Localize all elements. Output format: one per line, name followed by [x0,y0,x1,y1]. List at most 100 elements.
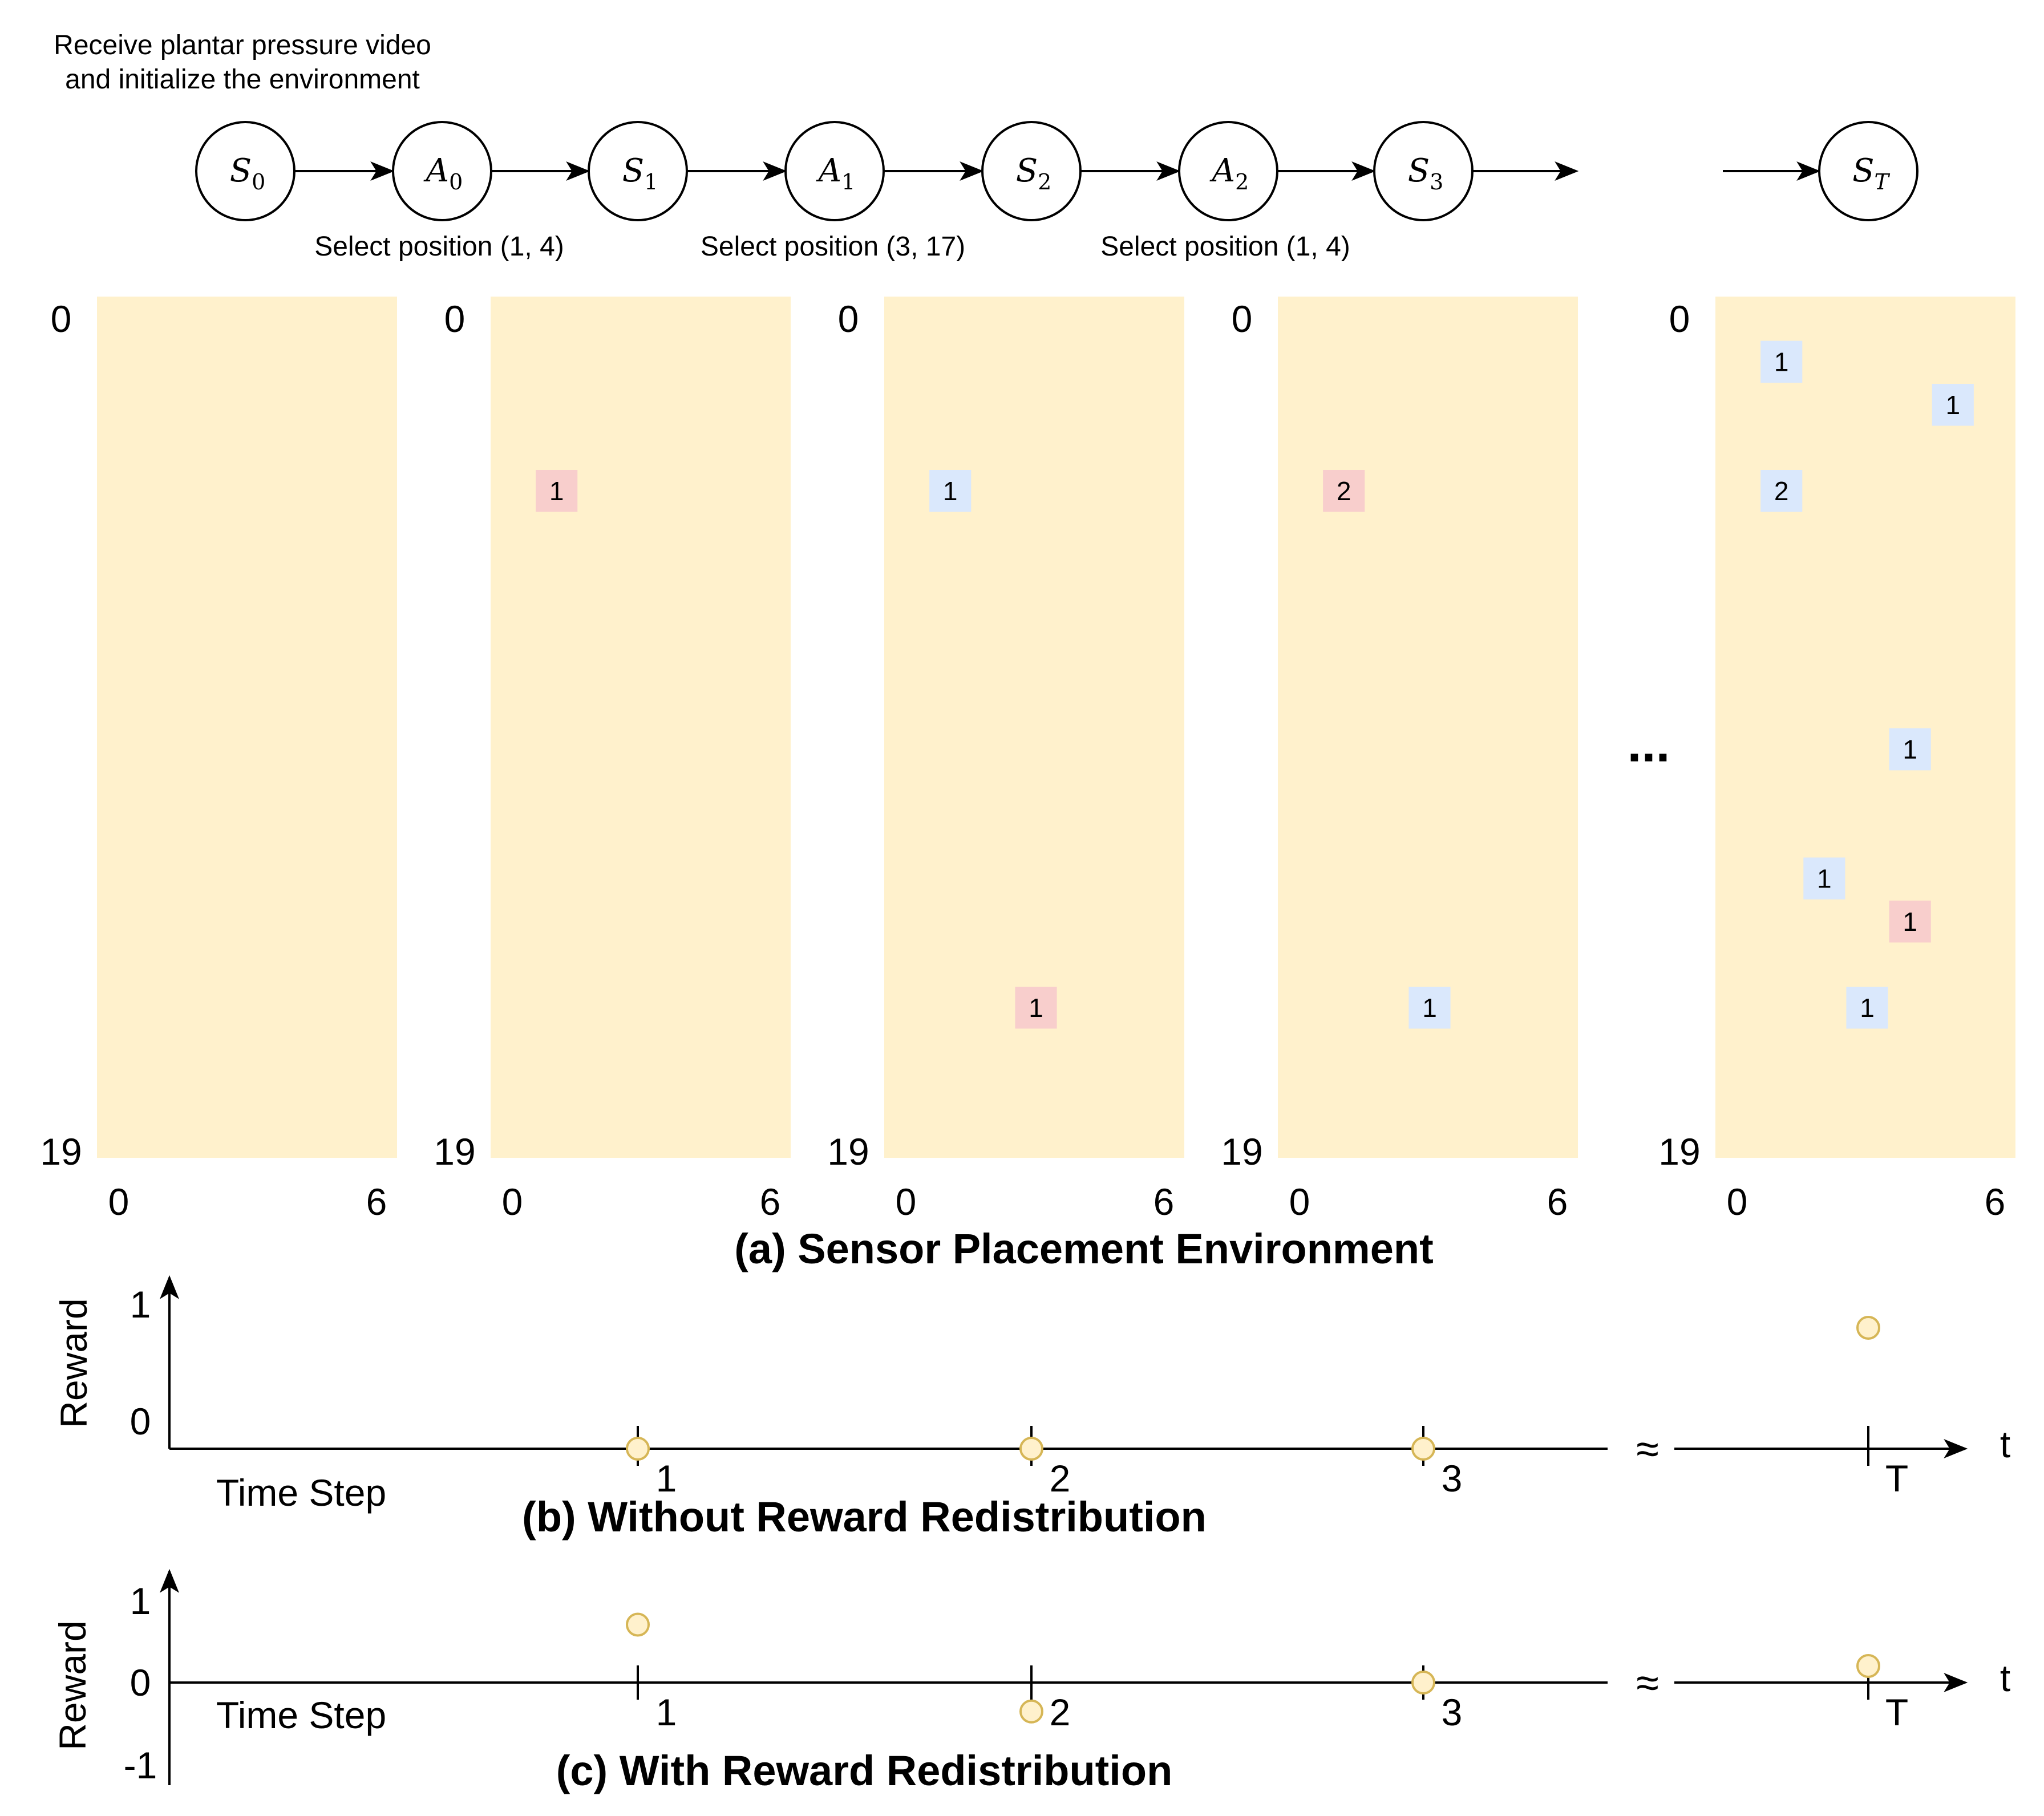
node-label: ST [1852,152,1890,194]
axis-break-b: ≈ [1636,1426,1659,1472]
state-action-sequence: S0 A0 S1 A1 S2 A2 S3 ST Select position (1, 4) … [195,121,1918,262]
sensor-count: 2 [1337,476,1351,506]
sensor-cell [536,470,578,512]
reward-points-c [626,1612,1880,1724]
node-st: ST [1818,121,1918,221]
sensor-marker: 1 [1932,384,1974,426]
sensor-marker: 2 [1323,470,1365,512]
sensor-cell [1803,857,1845,899]
intro-line-1: Receive plantar pressure video [54,30,431,60]
panel-a-title: (a) Sensor Placement Environment [734,1225,1433,1272]
reward-point [626,1612,650,1637]
row-min-label: 0 [444,298,466,340]
grid-s3: 0 19 0 6 2 1 [1221,297,1578,1223]
sensor-marker: 1 [929,470,972,512]
grid-background [491,297,791,1158]
sensor-count: 1 [1774,347,1789,376]
col-max-label: 6 [1153,1181,1175,1223]
node-circle [1373,121,1474,221]
y-tick-1-b: 1 [130,1283,151,1325]
sensor-count: 1 [943,476,958,506]
xlabel-b: Time Step [216,1472,386,1514]
y-tick-neg1-c: -1 [124,1744,157,1786]
sensor-count: 1 [1422,993,1437,1023]
node-circle [1178,121,1278,221]
sensor-cell [1889,901,1931,943]
sensor-cell [1015,987,1057,1029]
sensor-cell [1760,340,1803,383]
sensor-marker: 1 [1408,987,1451,1029]
node-a1: A1 [784,121,885,221]
sensor-count: 1 [1817,864,1832,893]
sensor-cell [1889,728,1931,771]
sensor-marker: 1 [1015,987,1057,1029]
reward-point [1019,1437,1043,1461]
intro-text: Receive plantar pressure video and initi… [54,30,431,95]
sensor-count: 1 [1860,993,1875,1023]
node-circle [588,121,688,221]
x-tick-label: T [1885,1457,1908,1499]
sensor-cell [1408,987,1451,1029]
action-label-a1: Select position (3, 17) [701,232,965,262]
col-max-label: 6 [760,1181,781,1223]
node-circle [981,121,1082,221]
t-label-b: t [2000,1423,2010,1465]
grid-s0: 0 19 0 6 [40,297,397,1223]
row-min-label: 0 [838,298,859,340]
sensor-marker: 1 [1760,340,1803,383]
action-label-a2: Select position (1, 4) [1100,232,1350,262]
grid-st: 0 19 0 6 1 1 2 1 1 1 1 [1658,297,2015,1223]
x-ticks-b: 1 2 3 T [637,1426,1908,1499]
reward-point [1856,1654,1880,1678]
reward-point [1019,1699,1043,1724]
xlabel-c: Time Step [216,1694,386,1736]
x-tick-label: 3 [1442,1691,1463,1733]
sensor-marker: 1 [1803,857,1845,899]
node-s1: S1 [588,121,688,221]
node-label: A0 [423,152,463,194]
node-a2: A2 [1178,121,1278,221]
sensor-count: 1 [549,476,564,506]
col-max-label: 6 [366,1181,387,1223]
panel-b-title: (b) Without Reward Redistribution [522,1493,1207,1541]
reward-point [1856,1316,1880,1340]
sensor-cell [1846,987,1888,1029]
col-min-label: 0 [1727,1181,1748,1223]
col-min-label: 0 [108,1181,129,1223]
row-max-label: 19 [40,1130,82,1173]
panel-c-title: (c) With Reward Redistribution [556,1747,1173,1794]
sensor-count: 2 [1774,476,1789,506]
reward-chart-without-redistribution: ≈ t Reward Time Step 1 0 1 2 3 T (b) Withou… [52,1275,2010,1541]
ylabel-c: Reward [51,1620,94,1750]
node-circle [195,121,296,221]
reward-point [1411,1671,1435,1695]
y-tick-1-c: 1 [130,1580,151,1622]
sensor-marker: 1 [1889,728,1931,771]
reward-point [626,1437,650,1461]
grid-ellipsis: ... [1627,716,1670,773]
x-ticks-c: 1 2 3 T [637,1665,1908,1733]
sensor-marker: 1 [536,470,578,512]
sensor-count: 1 [1903,907,1917,937]
y-tick-0-b: 0 [130,1400,151,1442]
intro-line-2: and initialize the environment [65,64,420,95]
sensor-count: 1 [1903,735,1917,764]
node-circle [392,121,492,221]
x-tick-label: 1 [656,1457,677,1499]
node-s2: S2 [981,121,1082,221]
col-max-label: 6 [1547,1181,1568,1223]
row-min-label: 0 [51,298,72,340]
ylabel-b: Reward [52,1298,95,1428]
sensor-cell [929,470,972,512]
col-max-label: 6 [1985,1181,2006,1223]
row-max-label: 19 [1658,1130,1700,1173]
col-min-label: 0 [1289,1181,1310,1223]
sequence-nodes: S0 A0 S1 A1 S2 A2 S3 ST [195,121,1918,221]
row-min-label: 0 [1232,298,1253,340]
sensor-count: 1 [1029,993,1043,1023]
grid-s1: 0 19 0 6 1 [434,297,791,1223]
action-label-a0: Select position (1, 4) [314,232,564,262]
reward-points-b [626,1316,1880,1461]
